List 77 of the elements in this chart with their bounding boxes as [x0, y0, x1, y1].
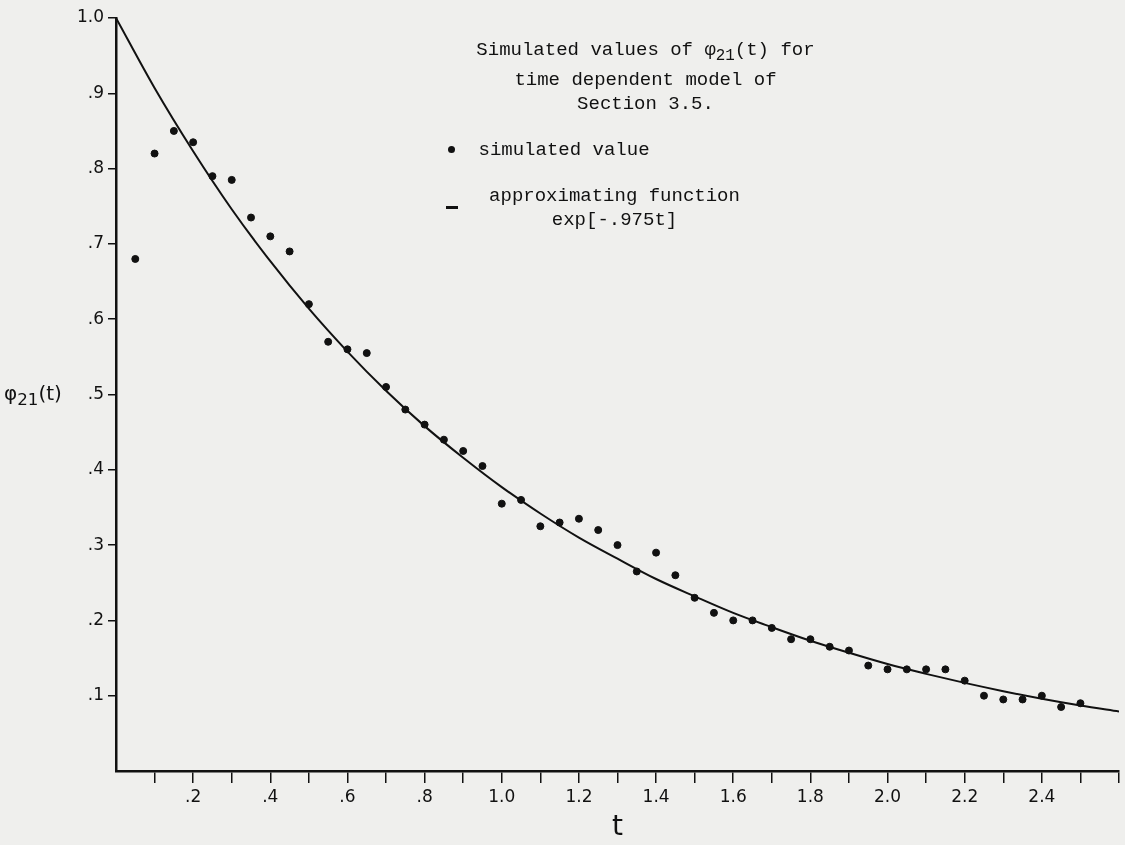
point	[883, 665, 892, 674]
point	[574, 514, 583, 523]
point	[922, 665, 931, 674]
y-tick-label: .8	[87, 157, 104, 178]
x-tick-label: .6	[339, 785, 356, 806]
x-axis-title: t	[612, 809, 624, 843]
point	[902, 665, 911, 674]
x-tick-label: 1.4	[642, 785, 670, 806]
text: Simulated values of φ$_{21}$(t) for time dependent model of Section 3.5.	[475, 38, 816, 116]
x-tick-label: 1.0	[488, 785, 516, 806]
point	[420, 420, 429, 429]
point	[632, 567, 641, 576]
point	[401, 405, 410, 414]
point	[709, 608, 718, 617]
point	[979, 691, 988, 700]
x-tick-label: 2.4	[1028, 785, 1056, 806]
y-tick-label: .3	[87, 533, 104, 554]
point	[150, 149, 159, 158]
y-tick-label: .2	[87, 608, 104, 629]
point	[941, 665, 950, 674]
y-tick-label: .1	[87, 684, 104, 705]
point	[1037, 691, 1046, 700]
point	[324, 337, 333, 346]
point	[459, 446, 468, 455]
point	[671, 571, 680, 580]
y-tick-label: .9	[87, 81, 104, 102]
x-tick-label: .8	[416, 785, 433, 806]
point	[227, 175, 236, 184]
y-tick-label: 1.0	[76, 6, 104, 27]
point	[362, 349, 371, 358]
x-tick-label: .2	[185, 785, 202, 806]
point	[844, 646, 853, 655]
point	[825, 642, 834, 651]
x-tick-label: 1.2	[565, 785, 593, 806]
point	[285, 247, 294, 256]
point	[189, 138, 198, 147]
point	[690, 593, 699, 602]
point	[343, 345, 352, 354]
point	[787, 635, 796, 644]
point	[536, 522, 545, 531]
point	[169, 126, 178, 135]
point	[748, 616, 757, 625]
point	[382, 382, 391, 391]
x-tick-label: 1.6	[719, 785, 747, 806]
point	[767, 623, 776, 632]
point	[1018, 695, 1027, 704]
point	[729, 616, 738, 625]
point	[555, 518, 564, 527]
point	[1076, 699, 1085, 708]
x-tick-label: 2.0	[874, 785, 902, 806]
y-tick-label: .5	[87, 382, 104, 403]
point	[806, 635, 815, 644]
point	[864, 661, 873, 670]
point	[1057, 703, 1066, 711]
point	[304, 300, 313, 309]
point	[613, 541, 622, 550]
x-tick-label: 1.8	[796, 785, 824, 806]
point	[594, 526, 603, 535]
point	[478, 462, 487, 471]
x-tick-label: .4	[262, 785, 279, 806]
point	[497, 499, 506, 508]
y-tick-label: .7	[87, 232, 104, 253]
point	[960, 676, 969, 685]
point	[208, 172, 217, 181]
x-tick-label: 2.2	[951, 785, 979, 806]
point	[439, 435, 448, 444]
legend-label: approximating function exp[-.975t]	[488, 183, 741, 232]
legend-label: simulated value	[478, 137, 650, 162]
point	[652, 548, 661, 557]
y-axis-title: φ$_{21}$(t)	[4, 380, 62, 409]
point	[266, 232, 275, 241]
point	[247, 213, 256, 222]
y-tick-label: .6	[87, 307, 104, 328]
point	[999, 695, 1008, 704]
point	[517, 495, 526, 504]
point	[131, 254, 140, 263]
y-tick-label: .4	[87, 458, 104, 479]
